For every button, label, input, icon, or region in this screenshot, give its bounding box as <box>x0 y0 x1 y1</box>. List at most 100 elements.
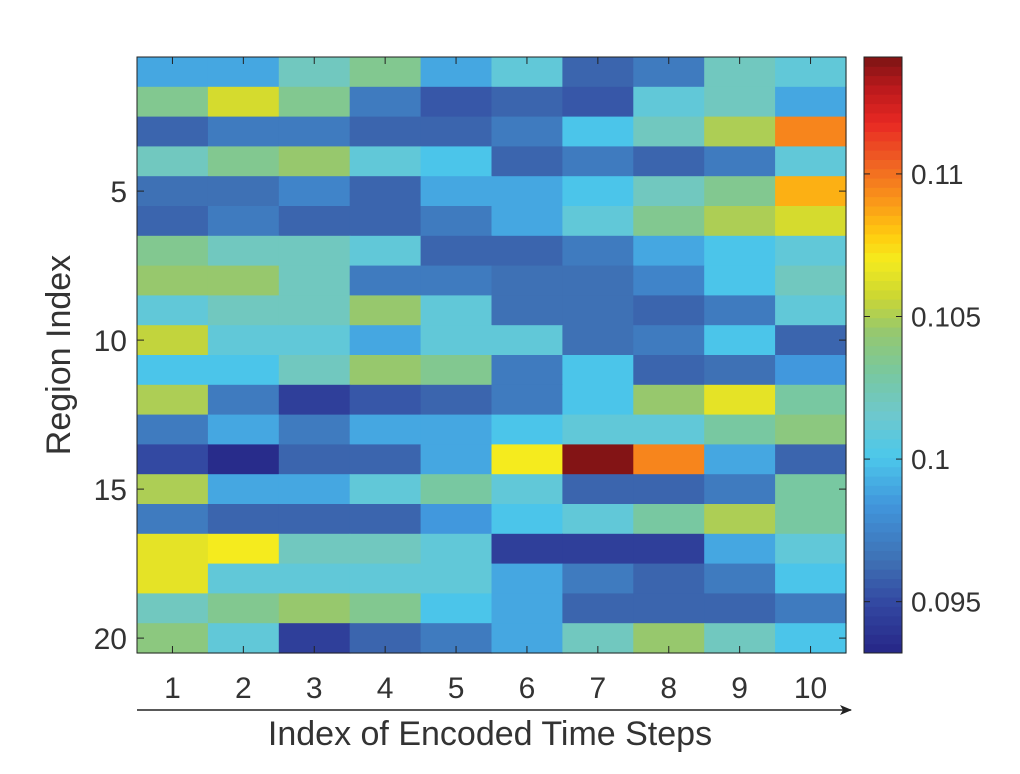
colorbar-segment <box>864 308 902 319</box>
heatmap-cell <box>775 563 847 594</box>
heatmap-cell <box>491 235 563 267</box>
heatmap-cell <box>491 444 563 475</box>
heatmap-cell <box>420 86 493 118</box>
colorbar-segment <box>864 112 902 123</box>
heatmap-cell <box>775 265 847 296</box>
heatmap-cell <box>704 414 776 445</box>
colorbar-segment <box>864 215 902 226</box>
colorbar-segment <box>864 373 902 384</box>
heatmap-cell <box>420 444 493 475</box>
colorbar-segment <box>864 625 902 635</box>
heatmap-cells <box>137 57 847 654</box>
heatmap-cell <box>633 176 705 207</box>
heatmap-cell <box>137 265 209 296</box>
heatmap-cell <box>633 116 705 147</box>
heatmap-cell <box>704 86 776 118</box>
colorbar-tick-label: 0.1 <box>911 444 950 475</box>
heatmap-cell <box>704 593 776 624</box>
x-tick-label: 5 <box>448 672 465 705</box>
colorbar-segment <box>864 261 902 272</box>
heatmap-cell <box>704 116 776 147</box>
heatmap-cell <box>207 414 280 445</box>
heatmap-cell <box>704 265 776 296</box>
colorbar-segment <box>864 457 902 468</box>
colorbar-segment <box>864 159 902 170</box>
y-tick-label: 10 <box>94 325 127 358</box>
heatmap-cell <box>349 414 422 445</box>
colorbar-frame <box>863 56 903 654</box>
heatmap-cell <box>633 593 705 624</box>
heatmap-cell <box>278 176 351 207</box>
colorbar-segment <box>864 355 902 365</box>
heatmap-cell <box>349 265 422 296</box>
colorbar-segment <box>864 317 902 328</box>
heatmap-cell <box>278 355 351 386</box>
colorbar-segment <box>864 66 902 77</box>
heatmap-cell <box>420 235 493 267</box>
colorbar-tick-label: 0.11 <box>911 159 963 190</box>
colorbar-segment <box>864 364 902 375</box>
heatmap-cell <box>562 325 634 356</box>
heatmap-cell <box>420 474 493 505</box>
heatmap-cell <box>562 176 634 207</box>
heatmap-cell <box>633 235 705 267</box>
heatmap-cell <box>420 533 493 565</box>
heatmap-cell <box>137 116 209 147</box>
heatmap-cell <box>278 593 351 624</box>
colorbar: 0.095 0.1 0.105 0.11 <box>863 56 981 654</box>
heatmap-cell <box>562 206 634 237</box>
heatmap-cell <box>137 444 209 475</box>
heatmap-cell <box>704 235 776 267</box>
heatmap-cell <box>207 146 280 177</box>
heatmap-cell <box>491 146 563 177</box>
colorbar-segment <box>864 84 902 95</box>
colorbar-segment <box>864 531 902 542</box>
heatmap-cell <box>420 265 493 296</box>
x-axis-title: Index of Encoded Time Steps <box>268 715 712 753</box>
heatmap-cell <box>491 206 563 237</box>
heatmap-cell <box>349 474 422 505</box>
heatmap-cell <box>775 444 847 475</box>
heatmap-cell <box>349 325 422 356</box>
x-axis-ticks: 1 2 3 4 5 6 7 8 9 10 <box>164 57 827 705</box>
x-tick-label: 7 <box>590 672 607 705</box>
heatmap-cell <box>704 295 776 326</box>
heatmap-cell <box>704 206 776 237</box>
heatmap-cell <box>775 146 847 177</box>
colorbar-tick-label: 0.105 <box>911 302 981 333</box>
heatmap-cell <box>775 384 847 416</box>
heatmap-cell <box>420 414 493 445</box>
colorbar-segment <box>864 559 902 570</box>
colorbar-segment <box>864 587 902 598</box>
x-tick-label: 8 <box>660 672 677 705</box>
colorbar-segment <box>864 569 902 579</box>
colorbar-segment <box>864 438 902 449</box>
heatmap-cell <box>491 116 563 147</box>
colorbar-segment <box>864 448 902 458</box>
colorbar-segment <box>864 336 902 347</box>
colorbar-segment <box>864 597 902 607</box>
heatmap-cell <box>349 235 422 267</box>
heatmap-cell <box>562 295 634 326</box>
heatmap-cell <box>420 384 493 416</box>
colorbar-segment <box>864 75 902 86</box>
heatmap-cell <box>491 384 563 416</box>
heatmap-cell <box>278 533 351 565</box>
colorbar-segment <box>864 485 902 496</box>
heatmap-cell <box>420 563 493 594</box>
colorbar-segment <box>864 140 902 151</box>
heatmap-cell <box>704 504 776 535</box>
x-tick-label: 10 <box>794 672 827 705</box>
heatmap-cell <box>420 504 493 535</box>
colorbar-segment <box>864 494 902 505</box>
heatmap-cell <box>704 325 776 356</box>
heatmap-cell <box>562 593 634 624</box>
heatmap-cell <box>349 176 422 207</box>
heatmap-cell <box>562 235 634 267</box>
heatmap-cell <box>349 504 422 535</box>
heatmap-cell <box>349 533 422 565</box>
x-tick-label: 4 <box>377 672 394 705</box>
heatmap-cell <box>491 414 563 445</box>
colorbar-segment <box>864 522 902 533</box>
colorbar-segment <box>864 271 902 281</box>
